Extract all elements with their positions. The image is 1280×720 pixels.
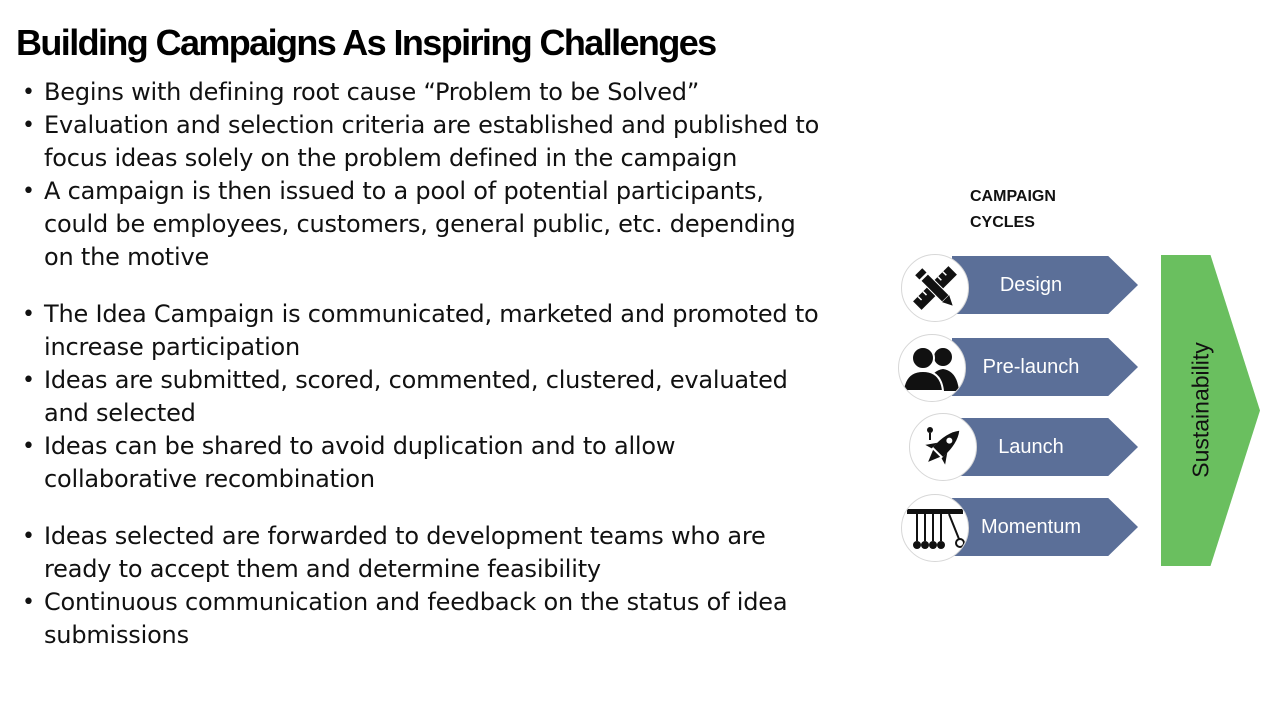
stage-label: Design xyxy=(999,273,1063,296)
bullet-item: Evaluation and selection criteria are es… xyxy=(20,109,830,175)
newtons-cradle-icon xyxy=(901,494,969,562)
bullet-item: Ideas are submitted, scored, commented, … xyxy=(20,364,830,430)
campaign-cycles-heading: CAMPAIGN CYCLES xyxy=(970,184,1100,236)
pencil-ruler-icon xyxy=(901,254,969,322)
stage-label: Pre-launch xyxy=(982,355,1080,378)
heading-line: CAMPAIGN xyxy=(970,188,1056,205)
bullet-item: Ideas can be shared to avoid duplication… xyxy=(20,430,830,496)
bullet-item: The Idea Campaign is communicated, marke… xyxy=(20,298,830,364)
bullet-item: A campaign is then issued to a pool of p… xyxy=(20,175,830,274)
bullet-list: Begins with defining root cause “Problem… xyxy=(20,76,830,652)
rocket-icon xyxy=(909,413,977,481)
stage-design: Design xyxy=(952,256,1138,314)
stage-label: Launch xyxy=(998,435,1064,458)
bullet-item: Begins with defining root cause “Problem… xyxy=(20,76,830,109)
stage-launch: Launch xyxy=(952,418,1138,476)
bullet-item: Continuous communication and feedback on… xyxy=(20,586,830,652)
heading-line: CYCLES xyxy=(970,214,1035,231)
slide-title: Building Campaigns As Inspiring Challeng… xyxy=(16,22,717,63)
bullet-item: Ideas selected are forwarded to developm… xyxy=(20,520,830,586)
stage-pre-launch: Pre-launch xyxy=(952,338,1138,396)
people-icon xyxy=(898,334,966,402)
sustainability-label: Sustainability xyxy=(1187,342,1214,478)
stage-label: Momentum xyxy=(980,515,1082,538)
stage-momentum: Momentum xyxy=(952,498,1138,556)
